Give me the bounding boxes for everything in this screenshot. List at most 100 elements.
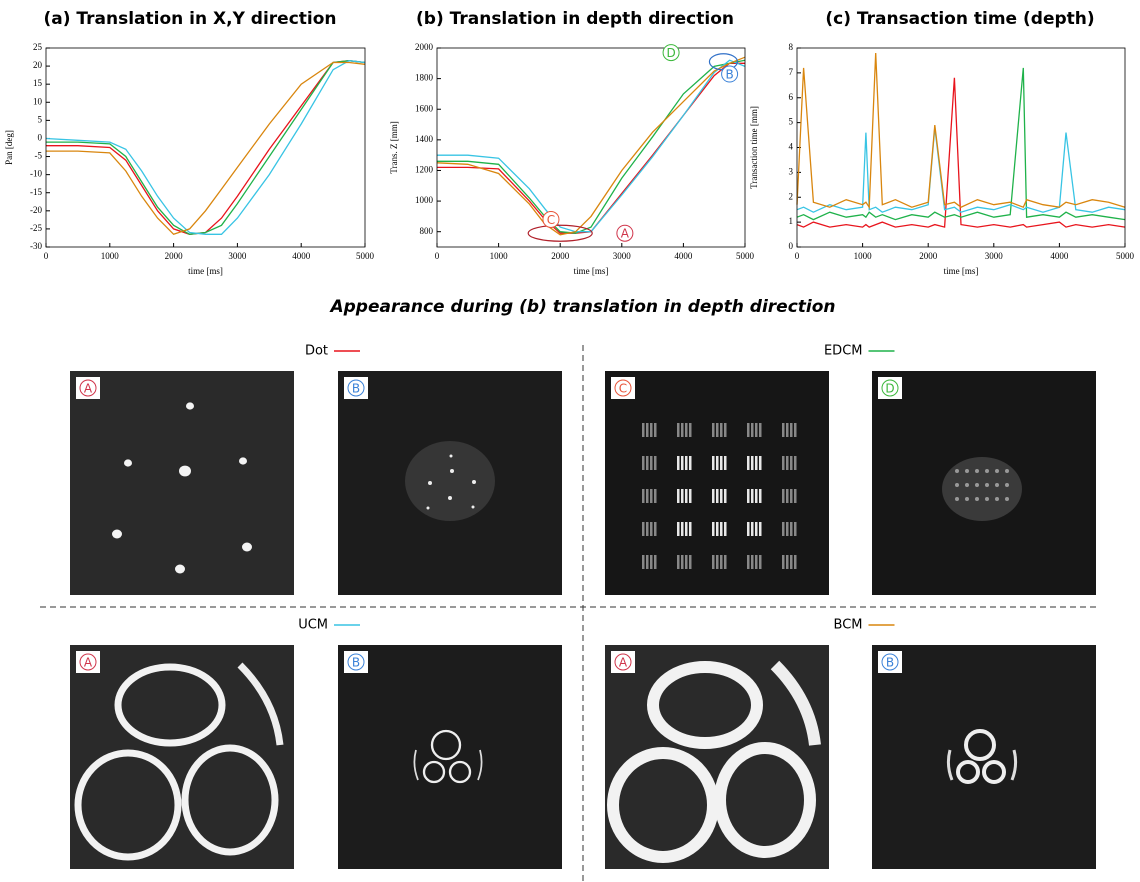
pattern	[642, 522, 645, 536]
pattern	[790, 522, 793, 536]
y-tick-label: 20	[33, 60, 43, 70]
pattern	[685, 555, 688, 569]
pattern	[965, 483, 969, 487]
section-title: Appearance during (b) translation in dep…	[328, 297, 835, 317]
y-tick-label: 1600	[415, 103, 434, 113]
x-tick-label: 2000	[919, 251, 938, 261]
pattern	[755, 555, 758, 569]
panel-marker: B	[352, 656, 360, 670]
pattern	[681, 423, 684, 437]
y-tick-label: 1400	[415, 134, 434, 144]
pattern	[751, 423, 754, 437]
pattern	[724, 522, 727, 536]
dot	[239, 457, 247, 464]
pattern	[720, 456, 723, 470]
pattern	[654, 522, 657, 536]
pattern	[955, 497, 959, 501]
pattern	[790, 489, 793, 503]
pattern	[782, 522, 785, 536]
y-tick-label: 8	[789, 42, 794, 52]
pattern	[677, 522, 680, 536]
pattern	[724, 489, 727, 503]
pattern	[716, 555, 719, 569]
pattern	[650, 423, 653, 437]
x-tick-label: 5000	[356, 251, 375, 261]
group-label: BCM	[834, 618, 863, 633]
image-panel: B	[338, 371, 562, 595]
pattern	[975, 483, 979, 487]
pattern	[654, 555, 657, 569]
pattern	[955, 483, 959, 487]
x-tick-label: 4000	[674, 251, 693, 261]
annotation: B	[725, 68, 733, 82]
dot	[428, 481, 432, 485]
pattern	[747, 423, 750, 437]
y-tick-label: 4	[789, 142, 794, 152]
y-tick-label: 6	[789, 92, 794, 102]
pattern	[712, 423, 715, 437]
pattern	[685, 489, 688, 503]
dot	[112, 530, 122, 539]
pattern	[747, 555, 750, 569]
pattern	[689, 456, 692, 470]
pattern	[794, 489, 797, 503]
y-tick-label: 15	[33, 78, 43, 88]
pattern	[786, 456, 789, 470]
dot	[175, 565, 185, 574]
pattern	[689, 555, 692, 569]
pattern	[985, 497, 989, 501]
pattern	[790, 456, 793, 470]
pattern	[759, 489, 762, 503]
pattern	[654, 456, 657, 470]
image-panel: C	[605, 371, 829, 595]
group-label: Dot	[305, 344, 328, 359]
x-axis-label: time [ms]	[574, 266, 609, 276]
y-tick-label: -15	[30, 187, 42, 197]
y-tick-label: -5	[35, 151, 43, 161]
pattern	[786, 489, 789, 503]
pattern	[786, 555, 789, 569]
pattern	[650, 555, 653, 569]
pattern	[751, 522, 754, 536]
pattern	[759, 423, 762, 437]
pattern	[642, 423, 645, 437]
x-axis-label: time [ms]	[188, 266, 223, 276]
pattern	[716, 456, 719, 470]
x-tick-label: 2000	[165, 251, 184, 261]
y-tick-label: 3	[789, 166, 794, 176]
dot	[242, 543, 252, 552]
pattern	[759, 522, 762, 536]
pattern	[685, 522, 688, 536]
pattern	[646, 423, 649, 437]
pattern	[677, 489, 680, 503]
pattern	[755, 456, 758, 470]
panel-marker: B	[886, 656, 894, 670]
series-line	[46, 63, 365, 235]
pattern	[681, 522, 684, 536]
group-label: UCM	[298, 618, 328, 633]
pattern	[712, 555, 715, 569]
pattern	[646, 456, 649, 470]
y-tick-label: 10	[33, 96, 43, 106]
x-tick-label: 3000	[228, 251, 247, 261]
pattern	[965, 497, 969, 501]
series-line	[797, 68, 1125, 220]
panel-marker: A	[84, 382, 93, 396]
pattern	[650, 522, 653, 536]
y-tick-label: -25	[30, 223, 42, 233]
pattern	[975, 469, 979, 473]
pattern	[790, 423, 793, 437]
pattern	[995, 469, 999, 473]
dot	[124, 459, 132, 466]
series-line	[437, 63, 745, 233]
pattern	[689, 489, 692, 503]
pattern	[654, 489, 657, 503]
pattern	[685, 456, 688, 470]
pattern	[677, 423, 680, 437]
pattern	[1005, 483, 1009, 487]
pattern	[720, 555, 723, 569]
pattern	[681, 456, 684, 470]
x-tick-label: 5000	[736, 251, 755, 261]
pattern	[794, 423, 797, 437]
chart-title: (a) Translation in X,Y direction	[43, 9, 336, 29]
